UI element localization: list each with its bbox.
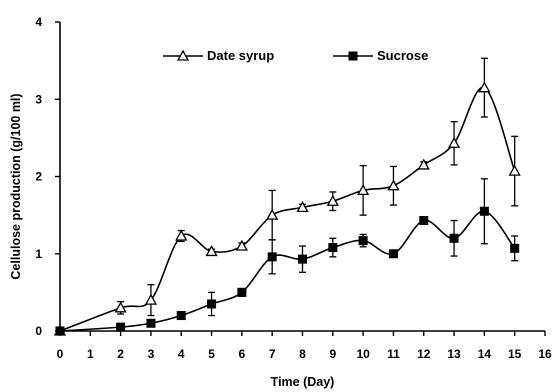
data-point: [116, 322, 126, 332]
series-date-syrup: [53, 57, 521, 336]
legend-label: Sucrose: [377, 48, 428, 63]
legend-item-date-syrup: Date syrup: [163, 48, 274, 63]
data-point: [357, 184, 370, 196]
series-line: [59, 86, 516, 332]
x-tick-label: 15: [508, 347, 522, 361]
data-point: [205, 245, 218, 257]
y-tick-label: 3: [35, 92, 42, 106]
x-tick-label: 16: [538, 347, 552, 361]
data-point: [510, 243, 520, 253]
data-point: [419, 216, 429, 226]
axes: [59, 22, 545, 332]
y-axis-title: Cellulose production (g/100 ml): [9, 93, 23, 279]
legend-item-sucrose: Sucrose: [333, 48, 428, 63]
x-tick-label: 9: [329, 347, 336, 361]
legend: Date syrup Sucrose: [163, 48, 428, 63]
data-point: [207, 299, 217, 309]
series-layer: [53, 57, 521, 336]
data-point: [417, 158, 430, 170]
data-point: [266, 208, 279, 220]
legend-label: Date syrup: [207, 48, 274, 63]
data-point: [55, 326, 65, 336]
data-point: [296, 201, 309, 213]
data-point: [176, 311, 186, 321]
data-point: [479, 206, 489, 216]
data-point: [508, 164, 521, 176]
legend-marker: [176, 49, 190, 61]
y-tick-label: 4: [35, 15, 42, 29]
series-sucrose: [55, 178, 520, 336]
x-tick-label: 1: [87, 347, 94, 361]
x-tick-label: 5: [208, 347, 215, 361]
legend-marker: [348, 51, 358, 61]
data-point: [175, 229, 188, 241]
x-tick-label: 6: [239, 347, 246, 361]
data-point: [358, 236, 368, 246]
data-point: [114, 301, 127, 313]
y-tick-label: 1: [35, 247, 42, 261]
data-point: [478, 81, 491, 93]
data-point: [447, 136, 461, 148]
data-point: [449, 233, 459, 243]
data-point: [237, 287, 247, 297]
x-tick-label: 2: [117, 347, 124, 361]
data-point: [297, 254, 307, 264]
x-tick-label: 13: [447, 347, 461, 361]
x-ticks: 0 1 2 3 4 5 6 7 8 9 10 11 12 13 14 15 16: [57, 331, 552, 361]
y-tick-label: 0: [35, 324, 42, 338]
x-tick-label: 10: [356, 347, 370, 361]
data-point: [328, 243, 338, 253]
data-point: [146, 318, 156, 328]
x-tick-label: 8: [299, 347, 306, 361]
data-point: [326, 194, 339, 206]
data-point: [144, 293, 158, 305]
data-point: [235, 239, 248, 251]
x-tick-label: 14: [478, 347, 492, 361]
x-tick-label: 11: [387, 347, 400, 361]
y-tick-label: 2: [35, 170, 42, 184]
x-tick-label: 7: [269, 347, 276, 361]
x-tick-label: 3: [148, 347, 155, 361]
x-tick-label: 12: [417, 347, 431, 361]
series-line: [59, 210, 516, 332]
x-tick-label: 4: [178, 347, 185, 361]
data-point: [267, 252, 277, 262]
data-point: [387, 179, 400, 191]
y-ticks: 0 1 2 3 4: [35, 15, 60, 338]
x-tick-label: 0: [57, 347, 64, 361]
x-axis-title: Time (Day): [271, 375, 335, 389]
data-point: [388, 249, 398, 259]
